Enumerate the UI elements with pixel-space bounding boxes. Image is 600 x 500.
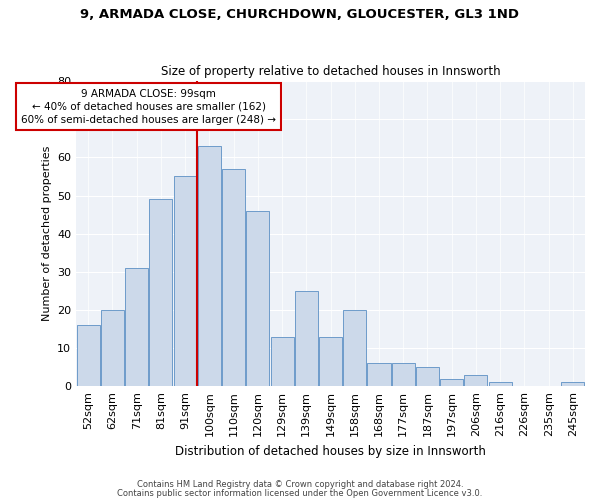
Text: 9, ARMADA CLOSE, CHURCHDOWN, GLOUCESTER, GL3 1ND: 9, ARMADA CLOSE, CHURCHDOWN, GLOUCESTER,… [80, 8, 520, 20]
Bar [367, 364, 391, 386]
Bar [319, 336, 342, 386]
Bar [343, 310, 366, 386]
Bar [562, 382, 584, 386]
Bar [101, 310, 124, 386]
Bar [149, 200, 172, 386]
Bar [222, 169, 245, 386]
Bar [271, 336, 293, 386]
Bar [464, 375, 487, 386]
Title: Size of property relative to detached houses in Innsworth: Size of property relative to detached ho… [161, 66, 500, 78]
Bar [416, 367, 439, 386]
Bar [392, 364, 415, 386]
Text: Contains HM Land Registry data © Crown copyright and database right 2024.: Contains HM Land Registry data © Crown c… [137, 480, 463, 489]
Bar [440, 378, 463, 386]
Bar [173, 176, 197, 386]
X-axis label: Distribution of detached houses by size in Innsworth: Distribution of detached houses by size … [175, 444, 486, 458]
Bar [488, 382, 512, 386]
Text: Contains public sector information licensed under the Open Government Licence v3: Contains public sector information licen… [118, 488, 482, 498]
Bar [295, 291, 318, 386]
Text: 9 ARMADA CLOSE: 99sqm
← 40% of detached houses are smaller (162)
60% of semi-det: 9 ARMADA CLOSE: 99sqm ← 40% of detached … [21, 88, 276, 125]
Bar [198, 146, 221, 386]
Bar [125, 268, 148, 386]
Bar [77, 326, 100, 386]
Y-axis label: Number of detached properties: Number of detached properties [41, 146, 52, 322]
Bar [247, 211, 269, 386]
